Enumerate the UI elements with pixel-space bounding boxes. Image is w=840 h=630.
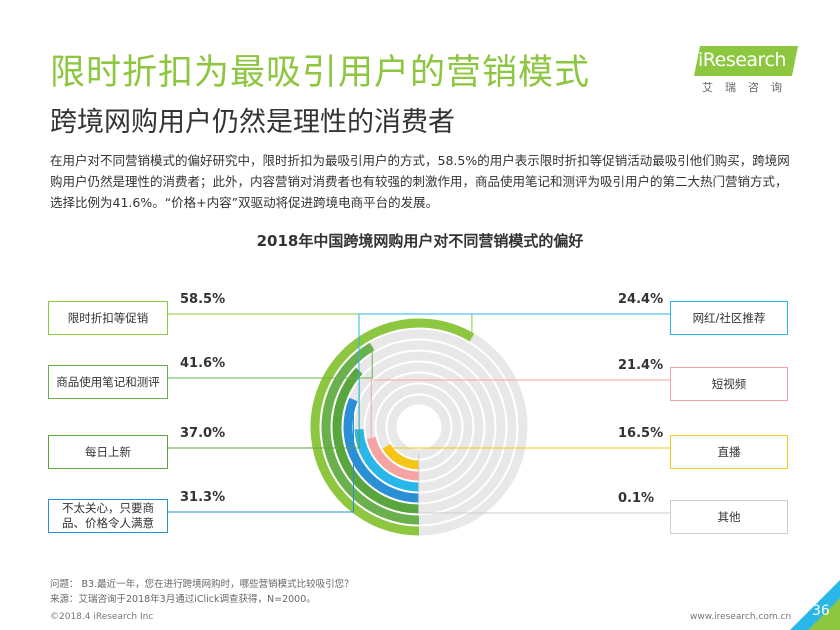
question-footnote: 问题： B3.最近一年，您在进行跨境网购时，哪些营销模式比较吸引您？ [50,579,354,590]
leader-line-5 [358,313,670,430]
bar-2 [321,342,420,525]
intro-paragraph: 在用户对不同营销模式的偏好研究中，限时折扣为最吸引用户的方式，58.5%的用户表… [50,153,790,210]
category-label-3: 每日上新 [48,435,168,469]
bar-4 [343,397,420,503]
copyright: ©2018.4 iResearch Inc [50,612,154,622]
category-label-4: 不太关心，只要商品、价格令人满意 [48,499,168,533]
value-label-6: 21.4% [618,358,664,373]
leader-line-7 [385,446,670,449]
category-label-2: 商品使用笔记和测评 [48,365,168,399]
leader-line-8 [418,454,670,514]
page-title: 限时折扣为最吸引用户的营销模式 [50,53,591,93]
page-corner-icon [790,580,840,630]
value-label-5: 24.4% [618,292,664,307]
value-label-8: 0.1% [618,491,655,506]
page-subtitle: 跨境网购用户仍然是理性的消费者 [50,107,455,138]
leader-line-6 [370,379,670,438]
category-label-6: 短视频 [670,367,788,401]
category-label-5: 网红/社区推荐 [670,301,788,335]
page-number: 36 [812,603,830,619]
source-footnote: 来源：艾瑞咨询于2018年3月通过iClick调查获得，N=2000。 [50,594,316,605]
logo-subtext: 艾瑞咨询 [702,81,794,94]
logo-text: iResearch [698,49,786,71]
category-label-7: 直播 [670,435,788,469]
bar-1 [310,318,475,536]
value-label-3: 37.0% [180,426,226,441]
bar-3 [332,367,420,514]
bar-5 [354,428,420,492]
category-label-8: 其他 [670,500,788,534]
value-label-7: 16.5% [618,426,664,441]
ring-track [387,395,451,459]
bar-7 [382,443,420,470]
category-label-1: 限时折扣等促销 [48,301,168,335]
logo-badge-icon [694,46,798,76]
value-label-1: 58.5% [180,292,226,307]
iresearch-logo: iResearch 艾瑞咨询 [694,46,798,98]
chart-title: 2018年中国跨境网购用户对不同营销模式的偏好 [256,232,584,250]
leader-line-2 [168,346,373,379]
website: www.iresearch.com.cn [690,612,792,622]
leader-line-4 [168,399,354,513]
value-label-4: 31.3% [180,490,226,505]
bar-6 [366,436,420,481]
value-label-2: 41.6% [180,356,226,371]
